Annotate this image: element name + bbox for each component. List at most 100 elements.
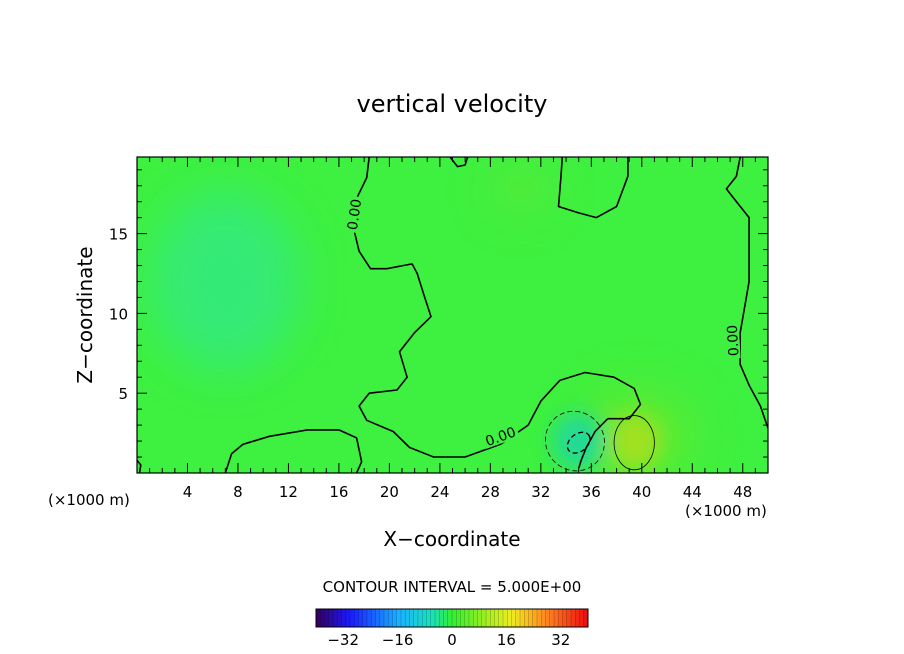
colorbar-tick-label: −16 (382, 631, 414, 649)
x-tick-label: 12 (279, 483, 298, 501)
y-axis-label: Z−coordinate (73, 246, 97, 383)
colorbar-cell (452, 609, 457, 627)
colorbar-cell (524, 609, 529, 627)
contour-interval-text: CONTOUR INTERVAL = 5.000E+00 (323, 578, 582, 596)
colorbar (315, 608, 589, 628)
field-blob (552, 413, 605, 470)
colorbar-cell (426, 609, 432, 627)
y-tick-label: 10 (109, 305, 128, 323)
colorbar-cell (515, 609, 521, 627)
colorbar-cell (354, 609, 359, 627)
colorbar-cell (316, 609, 321, 627)
colorbar-cell (324, 609, 330, 627)
contour-label: 0.00 (725, 324, 743, 356)
colorbar-cell (520, 609, 525, 627)
colorbar-cell (554, 609, 559, 627)
colorbar-cell (333, 609, 338, 627)
y-tick-label: 15 (109, 226, 128, 244)
colorbar-cell (532, 609, 538, 627)
x-tick-label: 40 (632, 483, 651, 501)
x-tick-label: 8 (233, 483, 243, 501)
colorbar-cell (473, 609, 478, 627)
colorbar-cell (430, 609, 436, 627)
contour-label-bg (480, 422, 520, 450)
colorbar-tick-label: 16 (497, 631, 516, 649)
x-tick-label: 24 (430, 483, 449, 501)
colorbar-cell (503, 609, 508, 627)
x-axis-label: X−coordinate (383, 527, 520, 551)
contour-label-bg (723, 322, 741, 359)
colorbar-cell (575, 609, 580, 627)
colorbar-cell (401, 609, 406, 627)
colorbar-cell (571, 609, 576, 627)
colorbar-cell (435, 609, 440, 627)
colorbar-cell (486, 609, 491, 627)
x-tick-label: 32 (531, 483, 550, 501)
negative-contour (544, 410, 605, 472)
colorbar-cell (456, 609, 461, 627)
colorbar-cell (409, 609, 415, 627)
colorbar-cell (443, 609, 449, 627)
field-blob (150, 191, 301, 372)
contour-label: 0.00 (345, 198, 365, 231)
colorbar-cell (392, 609, 398, 627)
colorbar-cell (549, 609, 555, 627)
x-tick-label: 36 (582, 483, 601, 501)
colorbar-cell (439, 609, 444, 627)
contour-lines: 0.000.000.00 (137, 157, 768, 473)
colorbar-cell (498, 609, 504, 627)
colorbar-cell (413, 609, 419, 627)
colorbar-cell (367, 609, 372, 627)
zero-contour (224, 429, 363, 473)
colorbar-cell (579, 609, 585, 627)
x-tick-label: 48 (733, 483, 752, 501)
zero-contour (725, 157, 768, 429)
x-tick-label: 28 (481, 483, 500, 501)
positive-contour (613, 415, 655, 471)
colorbar-cell (494, 609, 500, 627)
colorbar-cell (362, 609, 368, 627)
zero-contour (577, 418, 609, 469)
chart-title: vertical velocity (357, 90, 548, 118)
colorbar-cell (337, 609, 342, 627)
colorbar-cell (481, 609, 487, 627)
x-tick-label: 16 (329, 483, 348, 501)
colorbar-axis: −32 −16 0 16 32 (327, 631, 570, 649)
colorbar-cell (541, 609, 546, 627)
colorbar-cell (511, 609, 517, 627)
colorbar-cell (558, 609, 563, 627)
colorbar-cell (375, 609, 381, 627)
colorbar-cell (384, 609, 389, 627)
colorbar-cell (418, 609, 423, 627)
colorbar-cell (379, 609, 385, 627)
colorbar-cell (396, 609, 402, 627)
x-tick-label: 44 (683, 483, 702, 501)
colorbar-frame (315, 608, 589, 628)
contour-label-group: 0.00 (723, 322, 743, 359)
field-blob (609, 413, 662, 470)
colorbar-cell (447, 609, 453, 627)
contour-label-group: 0.00 (343, 195, 365, 234)
colorbar-cell (460, 609, 466, 627)
colorbar-tick-label: 32 (551, 631, 570, 649)
colorbar-cell (469, 609, 474, 627)
colorbar-cell (464, 609, 470, 627)
contour-label-bg (343, 195, 364, 234)
colorbar-cell (507, 609, 512, 627)
colorbar-cell (388, 609, 393, 627)
zero-contour (353, 157, 642, 458)
field-blob (491, 166, 552, 211)
colorbar-cell (562, 609, 568, 627)
colorbar-cell (422, 609, 427, 627)
colorbar-cell (328, 609, 334, 627)
colorbar-cell (583, 609, 589, 627)
colorbar-cell (528, 609, 534, 627)
y-axis: 5 10 15 (109, 169, 768, 458)
x-tick-label: 20 (380, 483, 399, 501)
colorbar-cell (345, 609, 351, 627)
x-unit-label-left: (×1000 m) (48, 491, 130, 509)
zero-contour (137, 459, 142, 473)
colorbar-tick-label: −32 (327, 631, 359, 649)
colorbar-cell (405, 609, 410, 627)
